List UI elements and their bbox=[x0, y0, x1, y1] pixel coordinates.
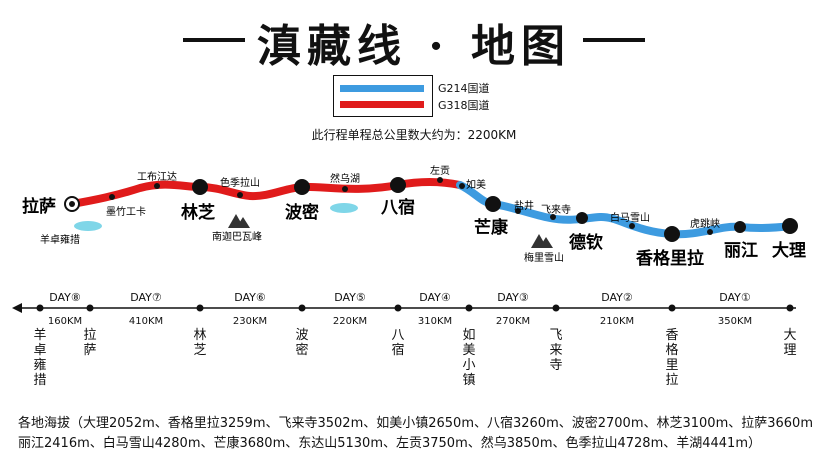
marker-baima bbox=[629, 223, 635, 229]
distance-label: 220KM bbox=[333, 316, 367, 327]
marker-lijiang bbox=[734, 221, 746, 233]
distance-label: 270KM bbox=[496, 316, 530, 327]
marker-markam bbox=[485, 196, 501, 212]
label-dali: 大理 bbox=[772, 240, 806, 261]
legend-swatch-g214 bbox=[340, 85, 424, 92]
label-zogang: 左贡 bbox=[430, 164, 450, 177]
timeline-arrow-icon bbox=[12, 303, 22, 313]
timeline-ticks bbox=[36, 304, 794, 312]
stop-label: 香格里拉 bbox=[665, 328, 679, 388]
timeline-days: DAY⑧ DAY⑦ DAY⑥ DAY⑤ DAY④ DAY③ DAY② DAY① bbox=[49, 291, 751, 304]
stop-label: 飞来寺 bbox=[549, 328, 563, 373]
label-sejila: 色季拉山 bbox=[220, 176, 260, 189]
title-dash-left bbox=[183, 38, 245, 42]
label-yamdrok: 羊卓雍措 bbox=[40, 233, 80, 246]
altitude-line-1: 各地海拔（大理2052m、香格里拉3259m、飞来寺3502m、如美小镇2650… bbox=[18, 416, 813, 431]
label-lhasa: 拉萨 bbox=[22, 196, 56, 217]
distance-label: 310KM bbox=[418, 316, 452, 327]
label-nyingchi: 林芝 bbox=[181, 202, 215, 223]
timeline-stop-dot bbox=[668, 304, 676, 312]
marker-shangrila bbox=[664, 226, 680, 242]
marker-rawu bbox=[342, 186, 348, 192]
day-label: DAY③ bbox=[497, 291, 529, 304]
label-deqen: 德钦 bbox=[569, 232, 603, 253]
legend-label-g214: G214国道 bbox=[438, 82, 490, 95]
timeline-stop-dot bbox=[552, 304, 560, 312]
lake-yamdrok-icon bbox=[74, 221, 102, 231]
legend-swatch-g318 bbox=[340, 101, 424, 108]
stop-label: 羊卓雍措 bbox=[33, 328, 47, 388]
mountain-meili-icon bbox=[531, 234, 553, 248]
timeline-stop-dot bbox=[298, 304, 306, 312]
label-baxoi: 八宿 bbox=[381, 197, 415, 218]
marker-sejila bbox=[237, 192, 243, 198]
day-label: DAY① bbox=[719, 291, 751, 304]
day-label: DAY④ bbox=[419, 291, 451, 304]
total-distance: 此行程单程总公里数大约为：2200KM bbox=[311, 128, 517, 142]
altitude-line-2: 丽江2416m、白马雪山4280m、芒康3680m、东达山5130m、左贡375… bbox=[18, 436, 761, 451]
lake-rawu-icon bbox=[330, 203, 358, 213]
label-shangrila: 香格里拉 bbox=[636, 248, 704, 269]
stop-label: 林芝 bbox=[193, 328, 207, 358]
distance-label: 410KM bbox=[129, 316, 163, 327]
distance-label: 210KM bbox=[600, 316, 634, 327]
marker-deqen bbox=[576, 212, 588, 224]
legend-label-g318: G318国道 bbox=[438, 99, 490, 112]
timeline-stop-dot bbox=[394, 304, 402, 312]
marker-lhasa-center bbox=[69, 201, 75, 207]
altitude-notes: 各地海拔（大理2052m、香格里拉3259m、飞来寺3502m、如美小镇2650… bbox=[18, 414, 818, 454]
marker-dali bbox=[782, 218, 798, 234]
label-rawu: 然乌湖 bbox=[330, 172, 360, 185]
legend bbox=[333, 75, 433, 117]
marker-yanjing bbox=[515, 208, 521, 214]
map-title: 滇藏线 · 地图 bbox=[257, 21, 571, 72]
title-row: 滇藏线 · 地图 bbox=[0, 8, 828, 72]
timeline-stop-dot bbox=[86, 304, 94, 312]
marker-mozhu bbox=[109, 194, 115, 200]
stop-label: 大理 bbox=[783, 328, 797, 358]
timeline-stop-dot bbox=[786, 304, 794, 312]
stop-label: 八宿 bbox=[391, 328, 405, 358]
marker-zogang bbox=[437, 177, 443, 183]
label-baima: 白马雪山 bbox=[610, 211, 650, 224]
label-rumei: 如美 bbox=[466, 178, 486, 191]
marker-bomi bbox=[294, 179, 310, 195]
label-gongbo: 工布江达 bbox=[137, 171, 177, 183]
marker-nyingchi bbox=[192, 179, 208, 195]
label-yanjing: 盐井 bbox=[514, 199, 534, 212]
stop-label: 如美小镇 bbox=[462, 328, 476, 388]
day-label: DAY⑧ bbox=[49, 291, 81, 304]
timeline-stop-dot bbox=[465, 304, 473, 312]
label-meili: 梅里雪山 bbox=[524, 251, 564, 264]
marker-gongbo bbox=[154, 183, 160, 189]
title-dash-right bbox=[583, 38, 645, 42]
day-label: DAY⑤ bbox=[334, 291, 366, 304]
day-label: DAY② bbox=[601, 291, 633, 304]
timeline-distances: 160KM 410KM 230KM 220KM 310KM 270KM 210K… bbox=[48, 316, 752, 327]
distance-label: 160KM bbox=[48, 316, 82, 327]
distance-label: 350KM bbox=[718, 316, 752, 327]
marker-feilai bbox=[550, 214, 556, 220]
stop-label: 拉萨 bbox=[83, 328, 97, 358]
day-label: DAY⑥ bbox=[234, 291, 266, 304]
label-markam: 芒康 bbox=[474, 217, 509, 238]
day-label: DAY⑦ bbox=[130, 291, 162, 304]
marker-rumei bbox=[459, 183, 465, 189]
timeline-stop-dot bbox=[36, 304, 44, 312]
timeline-stop-dot bbox=[196, 304, 204, 312]
marker-baxoi bbox=[390, 177, 406, 193]
label-namcha-barwa: 南迦巴瓦峰 bbox=[212, 230, 262, 243]
distance-label: 230KM bbox=[233, 316, 267, 327]
label-mozhu: 墨竹工卡 bbox=[106, 205, 146, 218]
label-lijiang: 丽江 bbox=[724, 241, 758, 261]
label-feilai: 飞来寺 bbox=[541, 204, 571, 216]
mountain-namcha-barwa-icon bbox=[228, 214, 250, 228]
label-bomi: 波密 bbox=[285, 202, 319, 223]
marker-tiger-leaping bbox=[707, 229, 713, 235]
label-tiger-leaping: 虎跳峡 bbox=[690, 217, 720, 230]
stop-label: 波密 bbox=[295, 328, 309, 358]
